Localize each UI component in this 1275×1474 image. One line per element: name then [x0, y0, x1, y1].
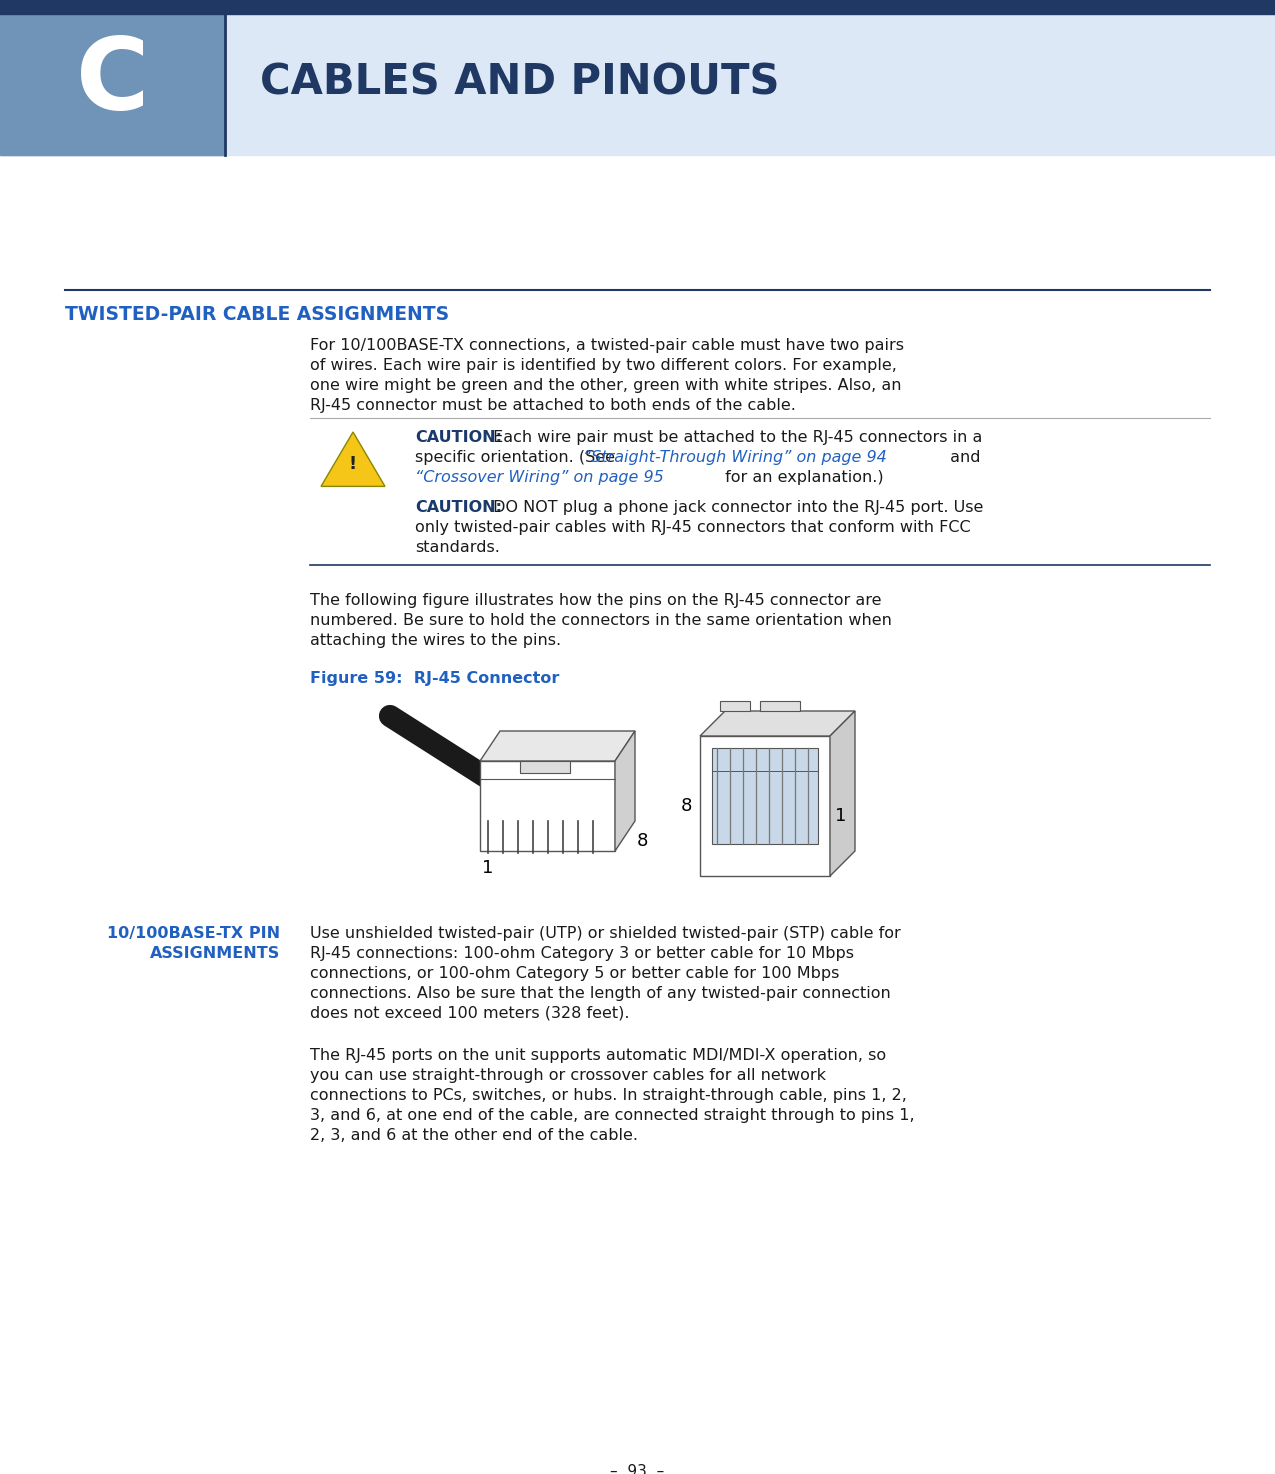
Polygon shape	[479, 731, 635, 761]
Text: CAUTION:: CAUTION:	[414, 430, 502, 445]
Text: 8: 8	[681, 797, 692, 815]
Polygon shape	[520, 761, 570, 772]
Text: connections, or 100-ohm Category 5 or better cable for 100 Mbps: connections, or 100-ohm Category 5 or be…	[310, 965, 839, 982]
Text: CABLES AND PINOUTS: CABLES AND PINOUTS	[260, 62, 779, 103]
Text: you can use straight-through or crossover cables for all network: you can use straight-through or crossove…	[310, 1069, 826, 1083]
Text: The RJ-45 ports on the unit supports automatic MDI/MDI-X operation, so: The RJ-45 ports on the unit supports aut…	[310, 1048, 886, 1063]
Text: Each wire pair must be attached to the RJ-45 connectors in a: Each wire pair must be attached to the R…	[488, 430, 982, 445]
Text: 1: 1	[835, 806, 847, 825]
Text: 2, 3, and 6 at the other end of the cable.: 2, 3, and 6 at the other end of the cabl…	[310, 1128, 638, 1142]
Text: and: and	[945, 450, 980, 464]
Text: –  93  –: – 93 –	[609, 1464, 664, 1474]
Text: The following figure illustrates how the pins on the RJ-45 connector are: The following figure illustrates how the…	[310, 593, 881, 607]
Text: only twisted-pair cables with RJ-45 connectors that conform with FCC: only twisted-pair cables with RJ-45 conn…	[414, 520, 970, 535]
Text: 8: 8	[638, 831, 649, 850]
Text: attaching the wires to the pins.: attaching the wires to the pins.	[310, 632, 561, 649]
Text: for an explanation.): for an explanation.)	[720, 470, 884, 485]
Polygon shape	[830, 710, 856, 876]
Text: “Crossover Wiring” on page 95: “Crossover Wiring” on page 95	[414, 470, 664, 485]
Text: DO NOT plug a phone jack connector into the RJ-45 port. Use: DO NOT plug a phone jack connector into …	[488, 500, 983, 514]
Text: RJ-45 connector must be attached to both ends of the cable.: RJ-45 connector must be attached to both…	[310, 398, 796, 413]
Text: connections to PCs, switches, or hubs. In straight-through cable, pins 1, 2,: connections to PCs, switches, or hubs. I…	[310, 1088, 907, 1103]
Text: does not exceed 100 meters (328 feet).: does not exceed 100 meters (328 feet).	[310, 1005, 630, 1021]
Text: 3, and 6, at one end of the cable, are connected straight through to pins 1,: 3, and 6, at one end of the cable, are c…	[310, 1108, 914, 1123]
Text: 1: 1	[482, 859, 493, 877]
Text: one wire might be green and the other, green with white stripes. Also, an: one wire might be green and the other, g…	[310, 377, 901, 394]
Polygon shape	[479, 761, 615, 850]
Text: numbered. Be sure to hold the connectors in the same orientation when: numbered. Be sure to hold the connectors…	[310, 613, 892, 628]
Text: TWISTED-PAIR CABLE ASSIGNMENTS: TWISTED-PAIR CABLE ASSIGNMENTS	[65, 305, 449, 324]
Polygon shape	[700, 736, 830, 876]
Bar	[0, 105, 224, 155]
Polygon shape	[720, 702, 750, 710]
Text: For 10/100BASE-TX connections, a twisted-pair cable must have two pairs: For 10/100BASE-TX connections, a twisted…	[310, 338, 904, 352]
Bar	[0, 0, 224, 155]
Text: specific orientation. (See: specific orientation. (See	[414, 450, 620, 464]
Text: Figure 59:  RJ-45 Connector: Figure 59: RJ-45 Connector	[310, 671, 560, 685]
Text: C: C	[75, 34, 149, 131]
Text: !: !	[349, 455, 357, 473]
Polygon shape	[321, 432, 385, 486]
Text: 10/100BASE-TX PIN: 10/100BASE-TX PIN	[107, 926, 280, 940]
Text: standards.: standards.	[414, 539, 500, 556]
Text: CAUTION:: CAUTION:	[414, 500, 502, 514]
Polygon shape	[615, 731, 635, 850]
Text: RJ-45 connections: 100-ohm Category 3 or better cable for 10 Mbps: RJ-45 connections: 100-ohm Category 3 or…	[310, 946, 854, 961]
Bar	[0, 0, 1275, 13]
Polygon shape	[760, 702, 799, 710]
Text: of wires. Each wire pair is identified by two different colors. For example,: of wires. Each wire pair is identified b…	[310, 358, 896, 373]
Bar	[711, 747, 819, 845]
Text: Use unshielded twisted-pair (UTP) or shielded twisted-pair (STP) cable for: Use unshielded twisted-pair (UTP) or shi…	[310, 926, 900, 940]
Text: connections. Also be sure that the length of any twisted-pair connection: connections. Also be sure that the lengt…	[310, 986, 891, 1001]
Text: “Straight-Through Wiring” on page 94: “Straight-Through Wiring” on page 94	[583, 450, 886, 464]
Bar	[0, 0, 1275, 155]
Polygon shape	[700, 710, 856, 736]
Text: ASSIGNMENTS: ASSIGNMENTS	[149, 946, 280, 961]
